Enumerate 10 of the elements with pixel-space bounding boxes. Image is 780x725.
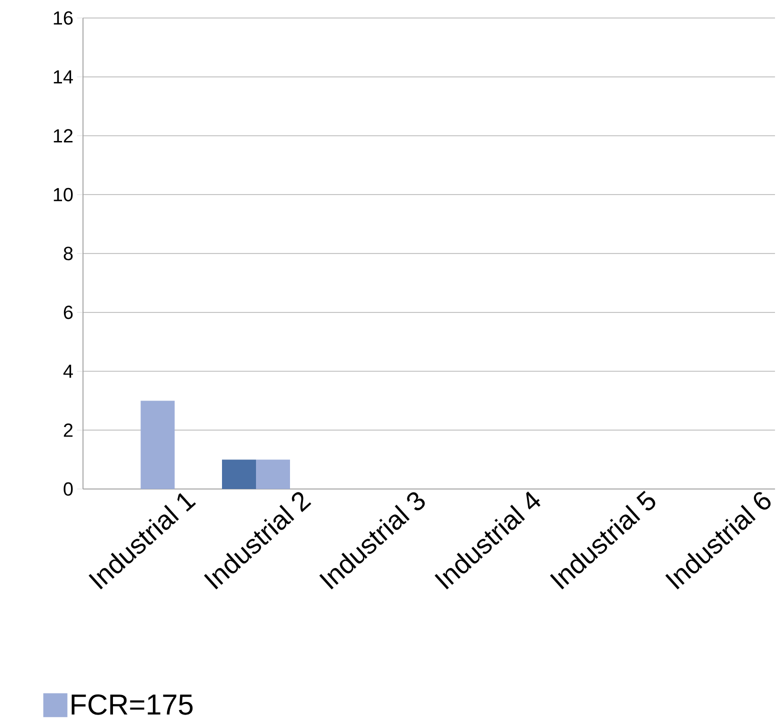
y-tick-label: 12	[54, 129, 73, 142]
y-tick-label: 14	[54, 70, 73, 84]
y-tick-label: 16	[54, 11, 73, 25]
legend-label: FCR=175	[72, 694, 193, 715]
y-tick-label: 0	[64, 482, 73, 496]
y-tick-label: 4	[63, 364, 73, 378]
y-tick-label: 2	[64, 424, 73, 437]
y-tick-label: 8	[64, 246, 73, 260]
y-tick-label: 10	[54, 188, 73, 202]
y-tick-label: 6	[64, 306, 73, 320]
